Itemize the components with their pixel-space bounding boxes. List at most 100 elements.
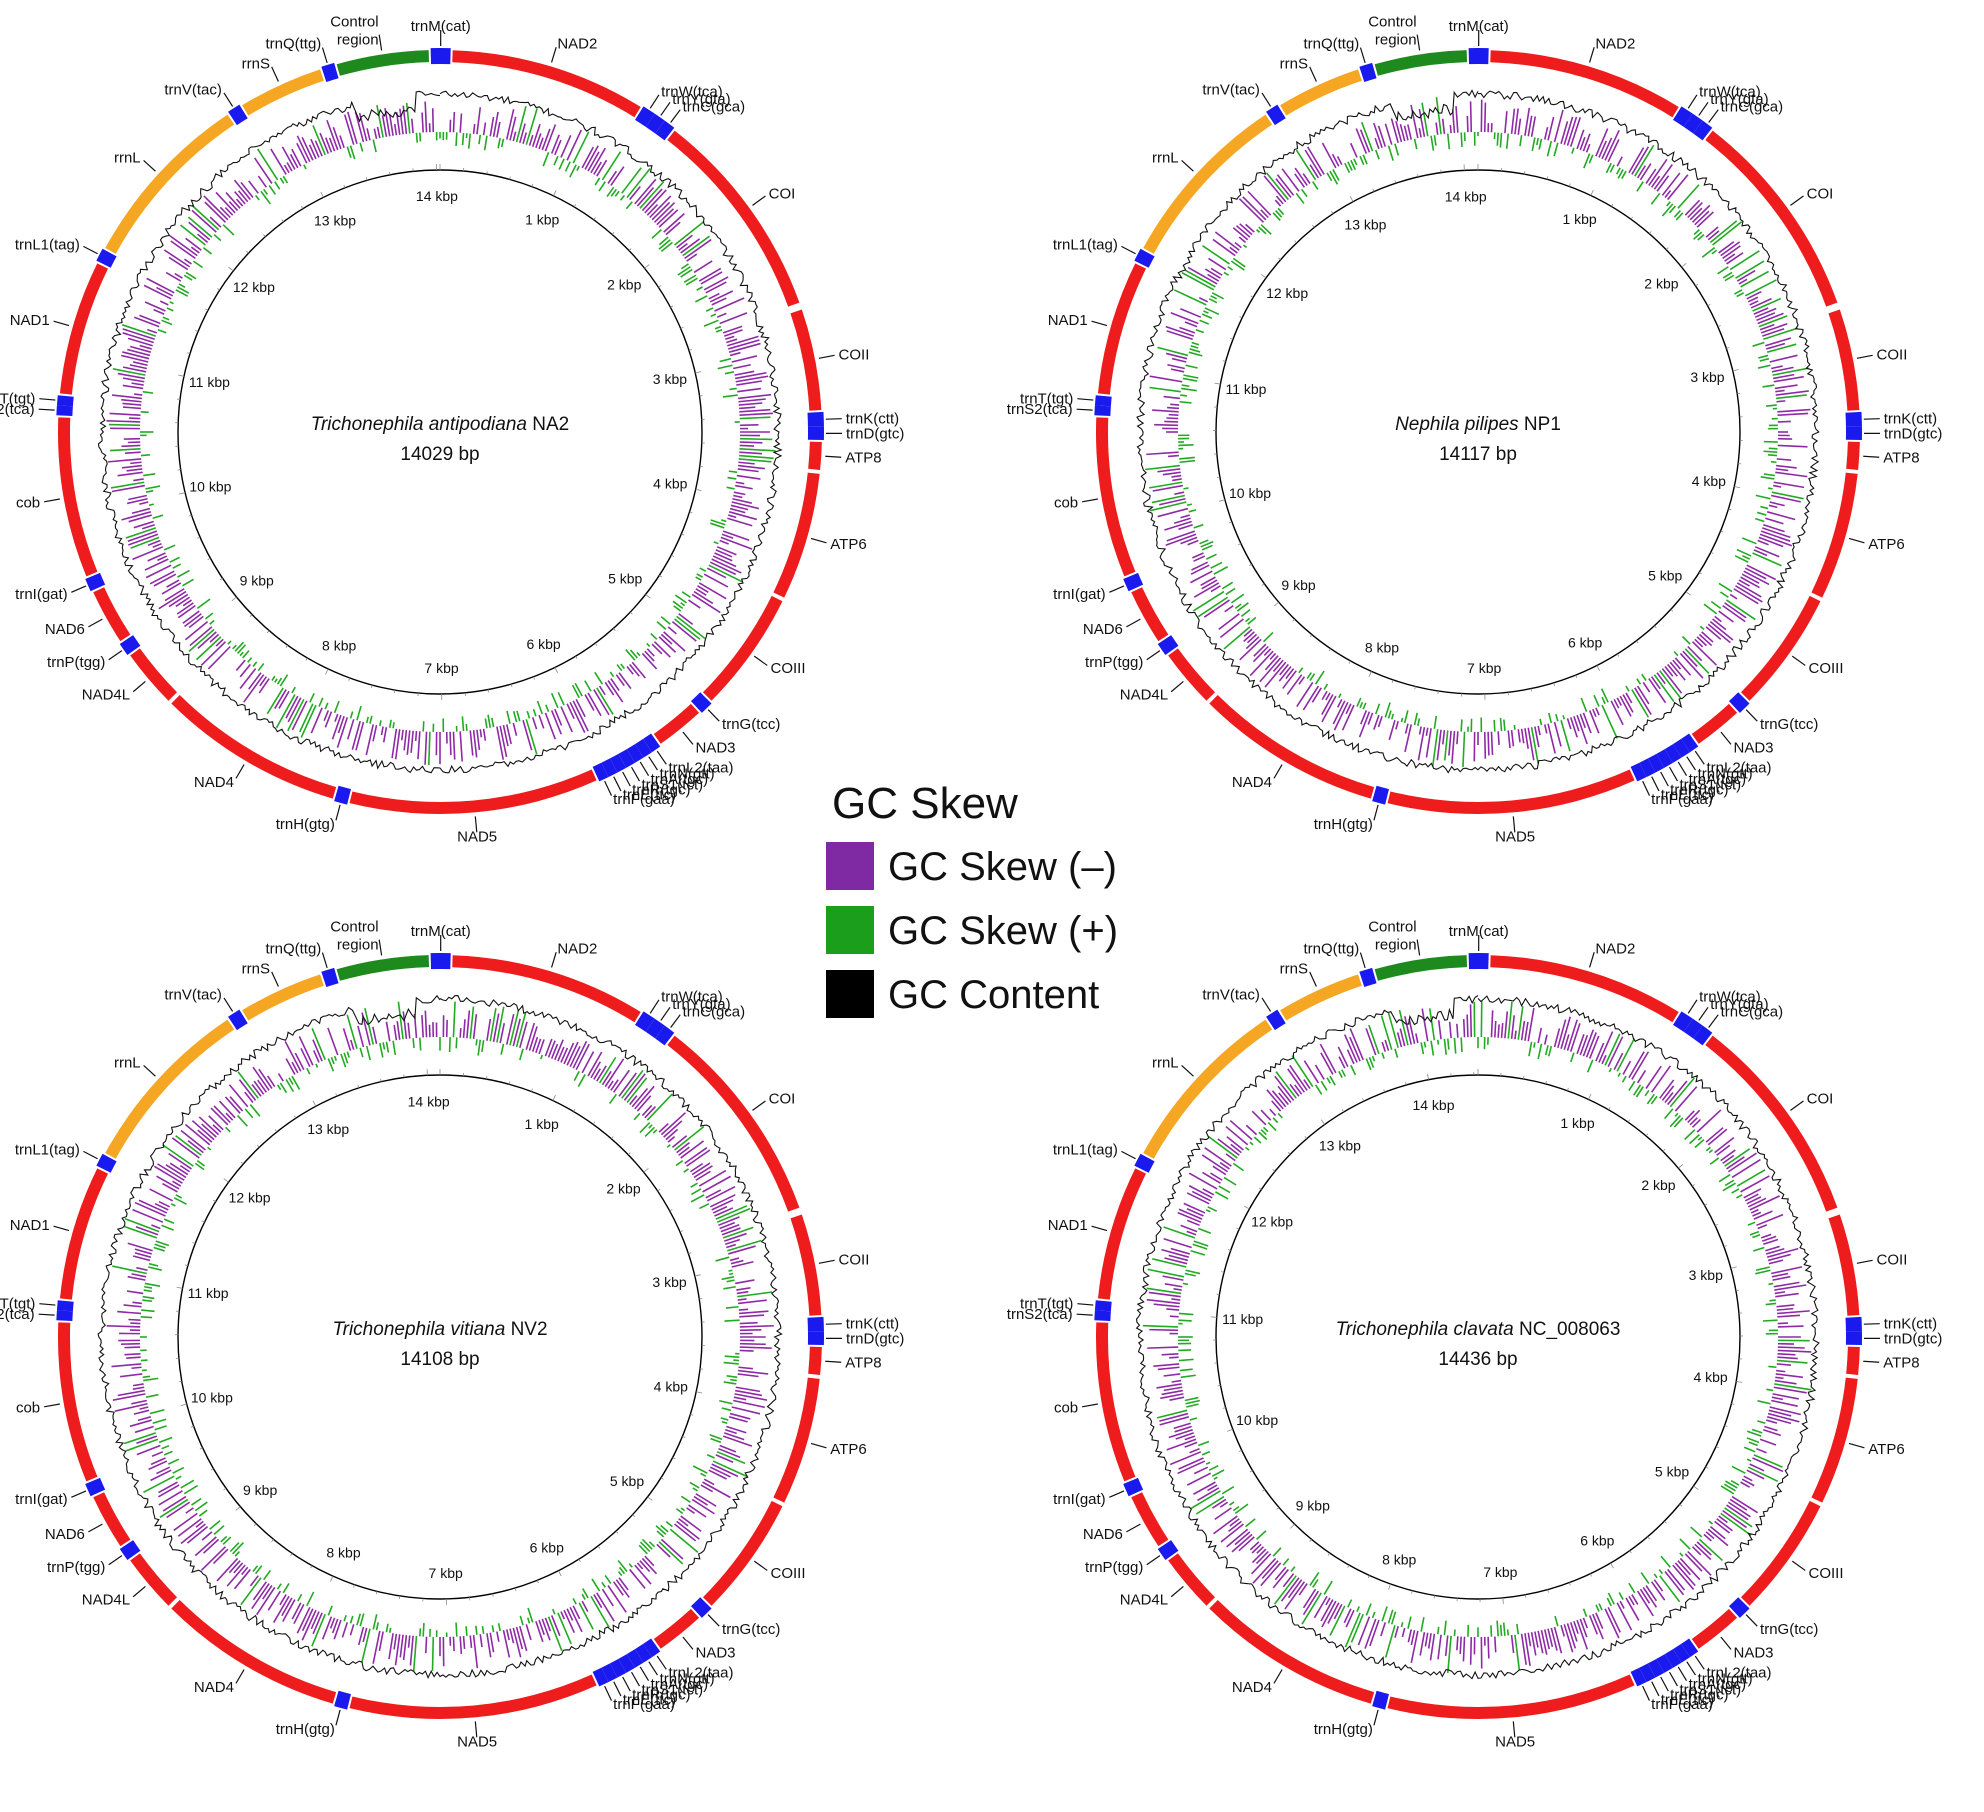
gc-skew-neg-bar <box>505 724 512 745</box>
axis-tick <box>1238 543 1242 546</box>
feature-leader-line <box>474 816 478 833</box>
axis-tick <box>370 684 373 689</box>
gc-skew-pos-bar <box>1658 1569 1664 1575</box>
feature-ring <box>56 47 825 815</box>
gc-skew-pos-bar <box>467 133 472 149</box>
gc-skew-neg-bar <box>129 364 147 370</box>
gc-skew-neg-bar <box>1625 692 1633 704</box>
gc-skew-neg-bar <box>1291 1055 1314 1088</box>
gc-skew-neg-bar <box>1669 1077 1695 1108</box>
gc-skew-pos-bar <box>1615 167 1621 175</box>
gc-skew-pos-bar <box>1752 341 1765 347</box>
gc-skew-neg-bar <box>1469 1636 1473 1665</box>
gc-skew-neg-bar <box>285 695 299 719</box>
gc-skew-neg-bar <box>1729 250 1760 271</box>
gc-skew-neg-bar <box>1569 117 1581 147</box>
gc-skew-pos-bar <box>1180 394 1188 397</box>
gc-skew-neg-bar <box>372 1026 378 1044</box>
gc-skew-pos-bar <box>1413 712 1418 726</box>
gc-skew-pos-bar <box>276 677 283 685</box>
gc-skew-neg-bar <box>296 135 311 163</box>
gc-skew-neg-bar <box>596 687 614 715</box>
gc-skew-neg-bar <box>117 372 145 380</box>
gc-skew-pos-bar <box>545 704 550 712</box>
feature-ring <box>1094 47 1862 814</box>
feature-control-region <box>336 955 430 981</box>
gc-skew-neg-bar <box>1543 724 1548 734</box>
feature-trnv-tac <box>1266 1009 1286 1031</box>
gc-skew-neg-bar <box>180 224 206 246</box>
axis-tick <box>558 1570 562 1577</box>
gc-skew-neg-bar <box>1260 209 1269 219</box>
gc-skew-pos-bar <box>1188 509 1197 513</box>
feature-cob <box>1096 417 1136 577</box>
gc-skew-neg-bar <box>1424 1632 1429 1647</box>
feature-atp6 <box>773 472 820 598</box>
gc-skew-neg-bar <box>1466 115 1469 133</box>
gc-skew-pos-bar <box>1338 1070 1343 1078</box>
axis-tick <box>223 1178 229 1183</box>
gc-skew-pos-bar <box>1595 1604 1600 1612</box>
gc-skew-neg-bar <box>1750 1208 1759 1214</box>
gc-skew-neg-bar <box>714 552 733 562</box>
gc-skew-neg-bar <box>240 181 254 198</box>
gc-skew-pos-bar <box>497 137 501 149</box>
feature-label-trnl1-tag: trnL1(tag) <box>15 237 80 254</box>
gc-skew-neg-bar <box>147 328 158 334</box>
gc-skew-neg-bar <box>1720 241 1741 257</box>
gc-skew-neg-bar <box>459 113 463 133</box>
gc-skew-pos-bar <box>591 1578 601 1592</box>
feature-label-trnf-gaa: trnF(gaa) <box>1651 1696 1713 1713</box>
gc-skew-pos-bar <box>1759 357 1770 362</box>
axis-tick <box>1616 653 1620 657</box>
gc-skew-pos-bar <box>232 1542 245 1555</box>
gc-skew-neg-bar <box>1768 504 1778 509</box>
gc-skew-neg-bar <box>667 1136 676 1143</box>
gc-skew-pos-bar <box>297 1593 303 1602</box>
gc-skew-neg-bar <box>152 542 162 548</box>
gc-skew-neg-bar <box>1166 1308 1180 1311</box>
gc-skew-neg-bar <box>1304 149 1322 177</box>
gc-skew-pos-bar <box>379 1042 384 1058</box>
gc-skew-neg-bar <box>273 1595 290 1623</box>
feature-trnl2-taa <box>643 733 661 753</box>
feature-trnm-cat <box>1468 47 1489 65</box>
gc-skew-neg-bar <box>1345 1609 1355 1628</box>
gc-skew-neg-bar <box>312 1612 323 1635</box>
gc-skew-neg-bar <box>538 714 545 729</box>
gc-skew-neg-bar <box>674 618 701 640</box>
axis-tick <box>1670 609 1674 612</box>
gc-skew-neg-bar <box>1560 720 1571 752</box>
gc-skew-neg-bar <box>729 1412 751 1420</box>
gc-skew-pos-bar <box>714 325 722 330</box>
gc-skew-pos-bar <box>1580 697 1588 712</box>
gc-skew-neg-bar <box>1691 1118 1702 1128</box>
feature-leader-line <box>88 1523 103 1533</box>
feature-label-trnl2-taa: trnL2(taa) <box>1706 1665 1771 1682</box>
gc-skew-neg-bar <box>1757 539 1769 546</box>
gc-skew-pos-bar <box>1362 154 1368 165</box>
feature-label-trna-tgc: trnA(tgc) <box>651 1676 709 1693</box>
gc-skew-neg-bar <box>1636 1070 1647 1084</box>
gc-skew-neg-bar <box>544 712 557 740</box>
gc-skew-neg-bar <box>729 1257 740 1262</box>
gc-skew-neg-bar <box>693 1495 708 1506</box>
gc-skew-neg-bar <box>1198 297 1209 303</box>
axis-ticks <box>175 164 705 700</box>
feature-label-coiii: COIII <box>771 1565 806 1582</box>
gc-skew-neg-bar <box>197 1129 213 1143</box>
feature-label-atp8: ATP8 <box>845 1354 881 1371</box>
feature-label-nad3: NAD3 <box>1734 740 1774 757</box>
map-title: Trichonephila antipodiana NA2 <box>311 414 569 435</box>
gc-skew-pos-bar <box>539 1054 544 1060</box>
axis-tick <box>610 1136 614 1140</box>
gc-skew-neg-bar <box>644 1555 655 1567</box>
feature-trnv-tac <box>228 104 248 126</box>
gc-skew-neg-bar <box>1776 400 1786 403</box>
axis-tick <box>310 1565 313 1569</box>
gc-skew-neg-bar <box>431 108 435 133</box>
gc-skew-neg-bar <box>229 1096 244 1112</box>
gc-skew-neg-bar <box>1758 315 1788 328</box>
gc-skew-pos-bar <box>475 1625 478 1635</box>
